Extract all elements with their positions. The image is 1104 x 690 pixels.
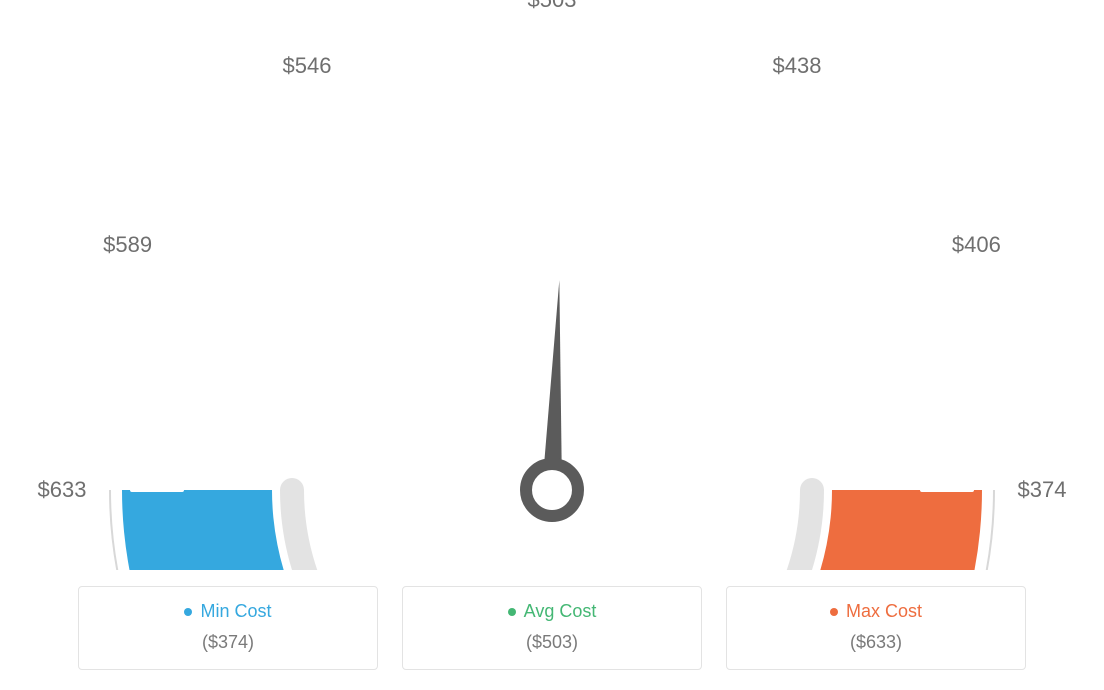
gauge-tick-label: $503 [528, 0, 577, 13]
legend-label-avg: Avg Cost [524, 601, 597, 622]
gauge-tick-label: $374 [1018, 477, 1067, 503]
dot-avg-icon [508, 608, 516, 616]
legend-label-min: Min Cost [200, 601, 271, 622]
gauge-tick-label: $546 [283, 53, 332, 79]
gauge-svg [0, 0, 1104, 570]
legend-row: Min Cost ($374) Avg Cost ($503) Max Cost… [0, 586, 1104, 670]
legend-title-max: Max Cost [830, 601, 922, 622]
dot-min-icon [184, 608, 192, 616]
legend-value-max: ($633) [727, 632, 1025, 653]
legend-card-max: Max Cost ($633) [726, 586, 1026, 670]
gauge-tick-label: $438 [773, 53, 822, 79]
legend-card-min: Min Cost ($374) [78, 586, 378, 670]
gauge-chart: $374 $406 $438 $503 $546 $589 $633 [0, 0, 1104, 570]
legend-value-min: ($374) [79, 632, 377, 653]
legend-value-avg: ($503) [403, 632, 701, 653]
dot-max-icon [830, 608, 838, 616]
legend-label-max: Max Cost [846, 601, 922, 622]
gauge-tick-label: $406 [952, 232, 1001, 258]
legend-card-avg: Avg Cost ($503) [402, 586, 702, 670]
legend-title-avg: Avg Cost [508, 601, 597, 622]
gauge-tick-label: $589 [103, 232, 152, 258]
gauge-tick-label: $633 [38, 477, 87, 503]
legend-title-min: Min Cost [184, 601, 271, 622]
